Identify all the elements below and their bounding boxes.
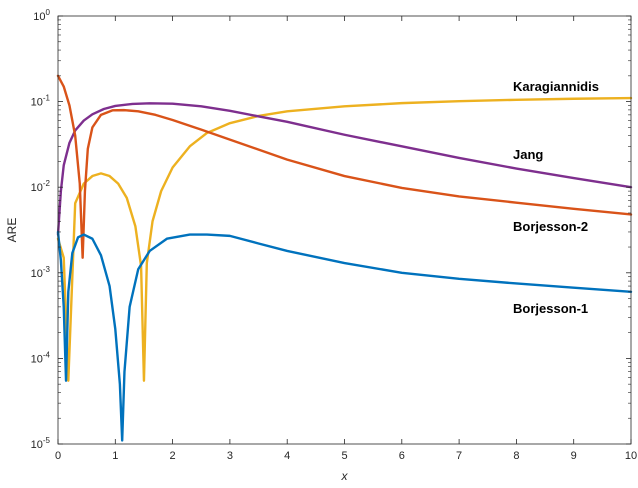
- series-line-borjesson-1: [56, 230, 633, 442]
- series-labels: Karagiannidis Jang Borjesson-2 Borjesson…: [513, 79, 599, 316]
- series-line-borjesson-2: [56, 74, 633, 259]
- x-tick-label: 9: [571, 450, 577, 462]
- y-tick-label: 10-5: [31, 436, 51, 451]
- y-tick-label: 10-1: [31, 94, 51, 109]
- y-axis-title: ARE: [5, 218, 19, 243]
- series-label-borjesson-2: Borjesson-2: [513, 219, 588, 234]
- series-lines: [56, 74, 633, 442]
- series-label-jang: Jang: [513, 147, 543, 162]
- x-tick-label: 1: [112, 450, 118, 462]
- series-label-borjesson-1: Borjesson-1: [513, 301, 588, 316]
- series-label-karagiannidis: Karagiannidis: [513, 79, 599, 94]
- x-tick-label: 7: [456, 450, 462, 462]
- x-tick-label: 2: [170, 450, 176, 462]
- plot-background: [58, 16, 631, 444]
- x-tick-label: 0: [55, 450, 61, 462]
- y-tick-label: 10-3: [31, 265, 51, 280]
- x-tick-label: 3: [227, 450, 233, 462]
- x-tick-label: 4: [284, 450, 290, 462]
- y-tick-label: 10-4: [31, 350, 51, 365]
- series-line-jang: [56, 102, 633, 236]
- x-tick-label: 10: [625, 450, 637, 462]
- x-tick-label: 8: [513, 450, 519, 462]
- series-line-karagiannidis: [56, 96, 633, 382]
- x-tick-label: 6: [399, 450, 405, 462]
- y-axis: 10-5 10-4 10-3 10-2 10-1 100: [31, 8, 631, 451]
- y-tick-label: 10-2: [31, 179, 51, 194]
- x-axis: 0 1 2 3 4 5 6 7 8 9 10: [55, 16, 637, 462]
- y-tick-label: 100: [33, 8, 50, 23]
- x-axis-title: x: [341, 469, 349, 483]
- x-tick-label: 5: [341, 450, 347, 462]
